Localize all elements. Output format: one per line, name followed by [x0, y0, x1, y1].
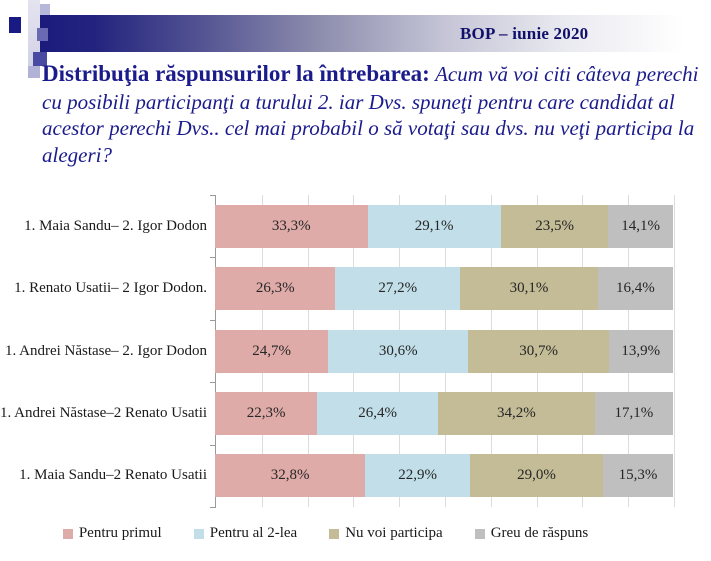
legend-label: Nu voi participa: [345, 525, 443, 541]
legend-label: Pentru primul: [78, 525, 162, 541]
value-label: 22,9%: [398, 467, 438, 484]
category-label: 1. Renato Usatii– 2 Igor Dodon.: [14, 280, 207, 297]
category-label: 1. Maia Sandu– 2. Igor Dodon: [24, 217, 207, 234]
bar-segment: 26,3%: [215, 267, 336, 311]
bar-segment: 32,8%: [215, 454, 366, 498]
value-label: 17,1%: [614, 404, 654, 421]
legend-item: Greu de răspuns: [474, 525, 589, 542]
value-label: 33,3%: [271, 217, 311, 234]
legend-swatch: [329, 528, 340, 539]
value-label: 23,5%: [535, 217, 574, 234]
legend-item: Pentru al 2-lea: [193, 525, 298, 542]
bar-segment: 13,9%: [608, 329, 673, 373]
stacked-bar: 26,3% 27,2% 30,1% 16,4%: [215, 267, 673, 311]
bar-segment: 27,2%: [335, 267, 461, 311]
bar-segment: 15,3%: [602, 454, 673, 498]
decorative-square: [33, 52, 47, 66]
chart-row: 1. Andrei Năstase–2 Renato Usatii 22,3% 26…: [0, 382, 673, 444]
axis-tick: [210, 444, 216, 446]
bar-segment: 16,4%: [597, 267, 673, 311]
bar-segment: 29,1%: [367, 204, 501, 248]
value-label: 30,6%: [378, 342, 418, 359]
value-label: 24,7%: [252, 342, 291, 359]
bar-segment: 17,1%: [594, 391, 673, 435]
legend-label: Greu de răspuns: [490, 525, 589, 541]
axis-tick: [210, 382, 216, 384]
value-label: 27,2%: [378, 280, 418, 297]
chart-row: 1. Andrei Năstase– 2. Igor Dodon 24,7% 30,…: [0, 320, 673, 382]
slide-title: Distribuţia răspunsurilor la întrebarea:…: [42, 60, 707, 168]
bar-segment: 30,1%: [460, 267, 598, 311]
value-label: 30,1%: [509, 280, 549, 297]
legend-item: Pentru primul: [62, 525, 162, 542]
legend-swatch: [62, 528, 73, 539]
category-label: 1. Andrei Năstase– 2. Igor Dodon: [4, 342, 207, 359]
value-label: 26,4%: [358, 404, 397, 421]
value-label: 15,3%: [618, 467, 658, 484]
bar-segment: 23,5%: [500, 204, 609, 248]
slide-title-lead: Distribuţia răspunsurilor la întrebarea:: [42, 61, 430, 86]
axis-tick: [210, 195, 216, 196]
category-label: 1. Andrei Năstase–2 Renato Usatii: [0, 404, 208, 421]
axis-tick: [210, 507, 216, 508]
decorative-square: [37, 28, 48, 41]
value-label: 29,1%: [414, 217, 454, 234]
legend-swatch: [474, 528, 485, 539]
value-label: 34,2%: [496, 404, 536, 421]
bar-segment: 14,1%: [608, 204, 673, 248]
value-label: 13,9%: [621, 342, 661, 359]
legend-label: Pentru al 2-lea: [209, 525, 298, 541]
stacked-bar: 32,8% 22,9% 29,0% 15,3%: [215, 454, 673, 498]
chart-row: 1. Maia Sandu–2 Renato Usatii 32,8% 22,9% 2…: [0, 445, 673, 507]
bar-segment: 22,9%: [365, 454, 471, 498]
legend-swatch: [193, 528, 204, 539]
decorative-square: [9, 17, 21, 33]
stacked-bar: 22,3% 26,4% 34,2% 17,1%: [215, 391, 673, 435]
stacked-bar: 33,3% 29,1% 23,5% 14,1%: [215, 204, 673, 248]
bar-segment: 30,7%: [468, 329, 609, 373]
chart-row: 1. Renato Usatii– 2 Igor Dodon. 26,3% 27,2…: [0, 257, 673, 319]
decorative-square: [40, 4, 50, 15]
bar-segment: 30,6%: [328, 329, 469, 373]
value-label: 22,3%: [246, 404, 286, 421]
stacked-bar: 24,7% 30,6% 30,7% 13,9%: [215, 329, 673, 373]
value-label: 30,7%: [519, 342, 558, 359]
header-title: BOP – iunie 2020: [460, 24, 589, 43]
value-label: 26,3%: [255, 280, 295, 297]
category-label: 1. Maia Sandu–2 Renato Usatii: [19, 467, 207, 484]
header-gradient-bar: BOP – iunie 2020: [40, 15, 711, 52]
value-label: 14,1%: [621, 217, 661, 234]
bar-segment: 33,3%: [215, 204, 368, 248]
bar-segment: 34,2%: [438, 391, 595, 435]
axis-tick: [210, 319, 216, 321]
bar-segment: 24,7%: [215, 329, 329, 373]
bar-segment: 26,4%: [317, 391, 439, 435]
value-label: 32,8%: [270, 467, 310, 484]
legend-item: Nu voi participa: [329, 525, 443, 542]
bar-segment: 29,0%: [470, 454, 603, 498]
slide-title-question: Acum vă voi citi câteva perechi cu posib…: [42, 62, 699, 167]
gridline: [674, 195, 675, 507]
value-label: 16,4%: [616, 280, 655, 297]
chart-rows: 1. Maia Sandu– 2. Igor Dodon 33,3% 29,1% 23…: [0, 195, 673, 507]
bar-segment: 22,3%: [215, 391, 318, 435]
chart-legend: Pentru primul Pentru al 2-lea Nu voi parti…: [0, 525, 651, 542]
chart-row: 1. Maia Sandu– 2. Igor Dodon 33,3% 29,1% 23…: [0, 195, 673, 257]
axis-tick: [210, 257, 216, 259]
value-label: 29,0%: [517, 467, 556, 484]
stacked-bar-chart: 1. Maia Sandu– 2. Igor Dodon 33,3% 29,1% 23…: [0, 195, 675, 508]
decorative-square: [28, 66, 40, 78]
